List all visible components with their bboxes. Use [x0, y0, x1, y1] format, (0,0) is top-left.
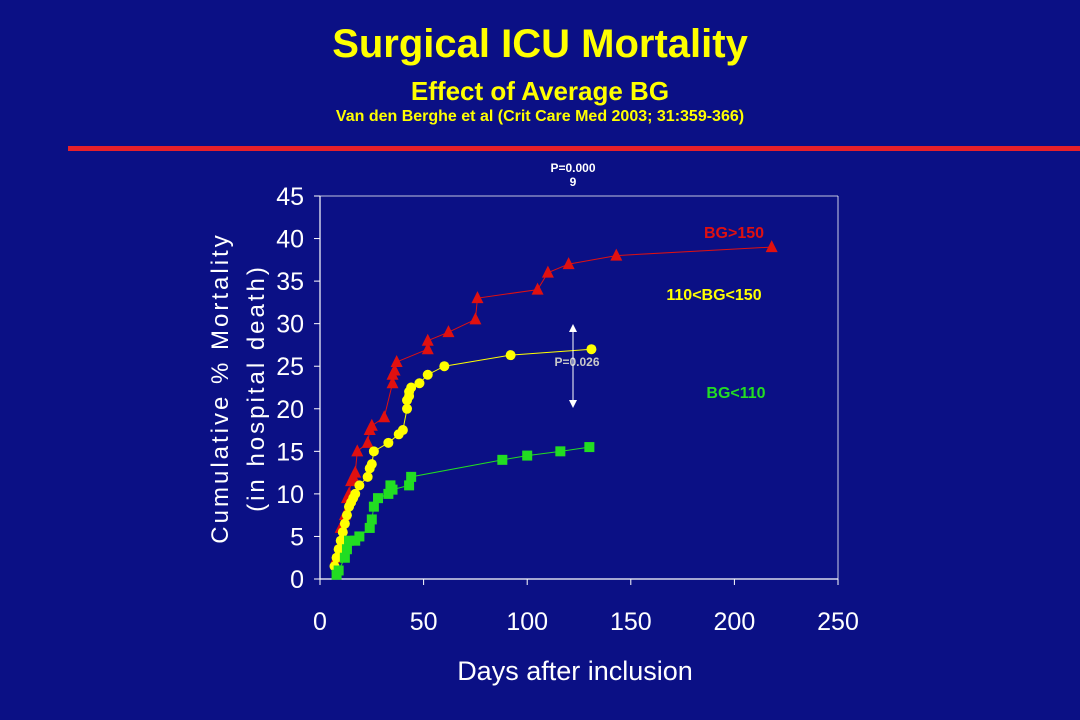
data-point-bg-high [531, 282, 544, 295]
data-point-bg-high [469, 312, 482, 325]
x-axis-title: Days after inclusion [457, 656, 693, 686]
x-tick-label: 250 [817, 608, 859, 636]
data-point-bg-mid [366, 459, 377, 470]
data-point-bg-mid [505, 350, 516, 361]
y-tick-label: 35 [276, 268, 304, 296]
data-point-bg-mid [331, 552, 342, 563]
data-point-bg-high [610, 248, 623, 261]
arrowhead-top [569, 324, 577, 332]
data-point-bg-low [387, 484, 398, 495]
data-point-bg-high [378, 410, 391, 423]
y-tick-label: 25 [276, 353, 304, 381]
axes: 0 5 10 15 20 25 30 35 40 45 0 50 100 150 200 250 [276, 183, 859, 636]
data-point-bg-low [339, 552, 350, 563]
y-tick-label: 40 [276, 226, 304, 254]
data-point-bg-mid [354, 480, 365, 491]
series-line-1 [334, 348, 592, 567]
data-point-bg-mid [439, 361, 450, 372]
y-axis-title-line2: (in hospital death) [243, 264, 270, 512]
data-point-bg-mid [406, 382, 417, 393]
data-point-bg-high [386, 376, 399, 389]
data-point-bg-mid [350, 488, 361, 499]
data-point-bg-mid [341, 510, 352, 521]
series-layer [329, 240, 778, 580]
y-tick-label: 10 [276, 481, 304, 509]
chart-subtitle: Effect of Average BG [410, 76, 670, 106]
data-point-bg-high [421, 342, 434, 355]
data-point-bg-mid [362, 471, 373, 482]
x-tick-label: 200 [714, 608, 756, 636]
data-point-bg-low [404, 480, 415, 491]
series-label-0: BG>150 [704, 225, 764, 242]
series-label-1: 110<BG<150 [666, 287, 761, 304]
chart-title: Surgical ICU Mortality [332, 22, 748, 66]
x-tick-label: 0 [313, 608, 327, 636]
data-point-bg-mid [368, 446, 379, 457]
data-point-bg-low [366, 514, 377, 525]
data-point-bg-low [333, 565, 344, 576]
data-point-bg-high [541, 265, 554, 278]
data-point-bg-mid [422, 369, 433, 380]
title-divider [68, 146, 1080, 151]
arrowhead-bottom [569, 400, 577, 408]
y-tick-label: 15 [276, 438, 304, 466]
p-value-top-line2: 9 [570, 175, 577, 189]
data-point-bg-high [562, 257, 575, 270]
data-point-bg-low [344, 535, 355, 546]
data-point-bg-high [765, 240, 778, 253]
y-tick-label: 20 [276, 396, 304, 424]
y-tick-label: 5 [290, 523, 304, 551]
data-point-bg-low [354, 531, 365, 542]
data-point-bg-high [349, 465, 362, 478]
data-point-bg-low [584, 442, 595, 453]
y-axis-title-line1: Cumulative % Mortality [207, 232, 234, 543]
data-point-bg-low [341, 544, 352, 555]
data-point-bg-high [442, 325, 455, 338]
p-value-top: P=0.000 [550, 161, 595, 175]
data-point-bg-low [373, 493, 384, 504]
series-label-2: BG<110 [706, 385, 765, 402]
data-point-bg-mid [397, 425, 408, 436]
data-point-bg-high [421, 333, 434, 346]
data-point-bg-low [555, 446, 566, 457]
data-point-bg-high [471, 291, 484, 304]
data-point-bg-mid [586, 344, 597, 355]
data-point-bg-mid [414, 378, 425, 389]
data-point-bg-mid [333, 544, 344, 555]
labels-layer: Days after inclusion Cumulative % Mortali… [207, 161, 766, 686]
data-point-bg-mid [337, 527, 348, 538]
p-value-mid: P=0.026 [554, 355, 599, 369]
y-tick-label: 30 [276, 311, 304, 339]
data-point-bg-low [368, 501, 379, 512]
data-point-bg-mid [383, 437, 394, 448]
data-point-bg-high [351, 444, 364, 457]
x-tick-label: 100 [506, 608, 548, 636]
data-point-bg-mid [335, 535, 346, 546]
y-tick-label: 45 [276, 183, 304, 211]
data-point-bg-mid [339, 518, 350, 529]
data-point-bg-low [406, 471, 417, 482]
data-point-bg-high [365, 418, 378, 431]
y-tick-label: 0 [290, 566, 304, 594]
citation: Van den Berghe et al (Crit Care Med 2003… [335, 108, 745, 125]
data-point-bg-low [522, 450, 533, 461]
data-point-bg-low [497, 454, 508, 465]
data-point-bg-high [390, 354, 403, 367]
data-point-bg-mid [402, 403, 413, 414]
x-tick-label: 150 [610, 608, 652, 636]
x-tick-label: 50 [410, 608, 438, 636]
data-point-bg-high [388, 363, 401, 376]
data-point-bg-high [361, 435, 374, 448]
data-point-bg-low [364, 522, 375, 533]
